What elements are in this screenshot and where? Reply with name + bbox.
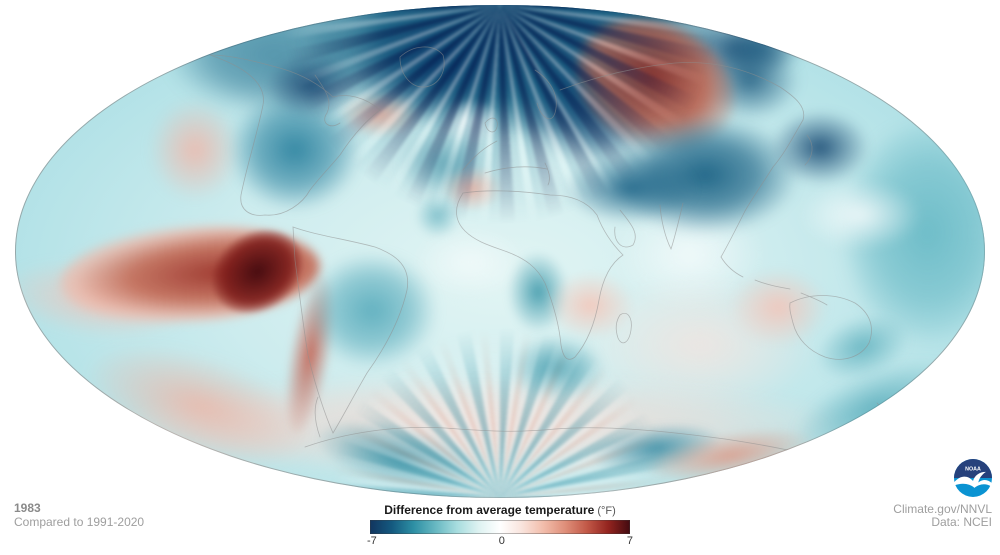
noaa-logo: NOAA <box>954 459 992 497</box>
coast-scandinavia <box>534 69 557 120</box>
color-scale-legend: Difference from average temperature (°F) … <box>360 503 640 547</box>
coast-japan <box>804 134 813 166</box>
coast-british-isles <box>484 117 498 133</box>
tick-min: -7 <box>367 535 377 547</box>
coast-greenland <box>399 46 445 88</box>
coastlines <box>209 46 885 462</box>
legend-title: Difference from average temperature (°F) <box>360 503 640 517</box>
coast-indonesia <box>720 256 828 306</box>
colorbar-ticks: -7 0 7 <box>367 535 633 547</box>
coast-new-zealand <box>876 402 885 424</box>
coast-india <box>659 202 684 251</box>
legend-unit: (°F) <box>597 505 616 517</box>
world-anomaly-map <box>15 5 985 498</box>
coast-arabia <box>614 209 636 248</box>
credit-data: Data: NCEI <box>931 515 992 529</box>
map-caption: 1983 Compared to 1991-2020 <box>14 501 144 529</box>
colorbar-gradient <box>370 520 630 534</box>
coast-south-america <box>292 226 409 434</box>
noaa-logo-text: NOAA <box>965 466 981 472</box>
baseline-label: Compared to 1991-2020 <box>14 515 145 529</box>
coast-africa <box>456 190 624 360</box>
legend-title-text: Difference from average temperature <box>384 503 595 517</box>
anomaly-blob-pacific-neutral <box>800 180 920 250</box>
anomaly-blob-west-australia-warm <box>731 270 826 345</box>
credit-block: Climate.gov/NNVL Data: NCEI <box>893 503 992 529</box>
tick-zero: 0 <box>498 535 505 547</box>
coast-hudson <box>314 74 341 127</box>
year-label: 1983 <box>14 501 41 515</box>
coast-europe <box>462 140 550 186</box>
anomaly-blob-alaska-warm <box>150 100 240 200</box>
coast-madagascar <box>615 313 632 344</box>
coast-antarctica <box>304 396 834 462</box>
coast-asia-north <box>559 62 805 121</box>
coast-north-america <box>209 54 381 216</box>
tick-max: 7 <box>626 535 633 547</box>
noaa-seagull-icon <box>954 471 992 488</box>
coast-australia <box>789 295 872 360</box>
coast-asia-east <box>720 119 804 258</box>
credit-source: Climate.gov/NNVL <box>893 502 992 516</box>
